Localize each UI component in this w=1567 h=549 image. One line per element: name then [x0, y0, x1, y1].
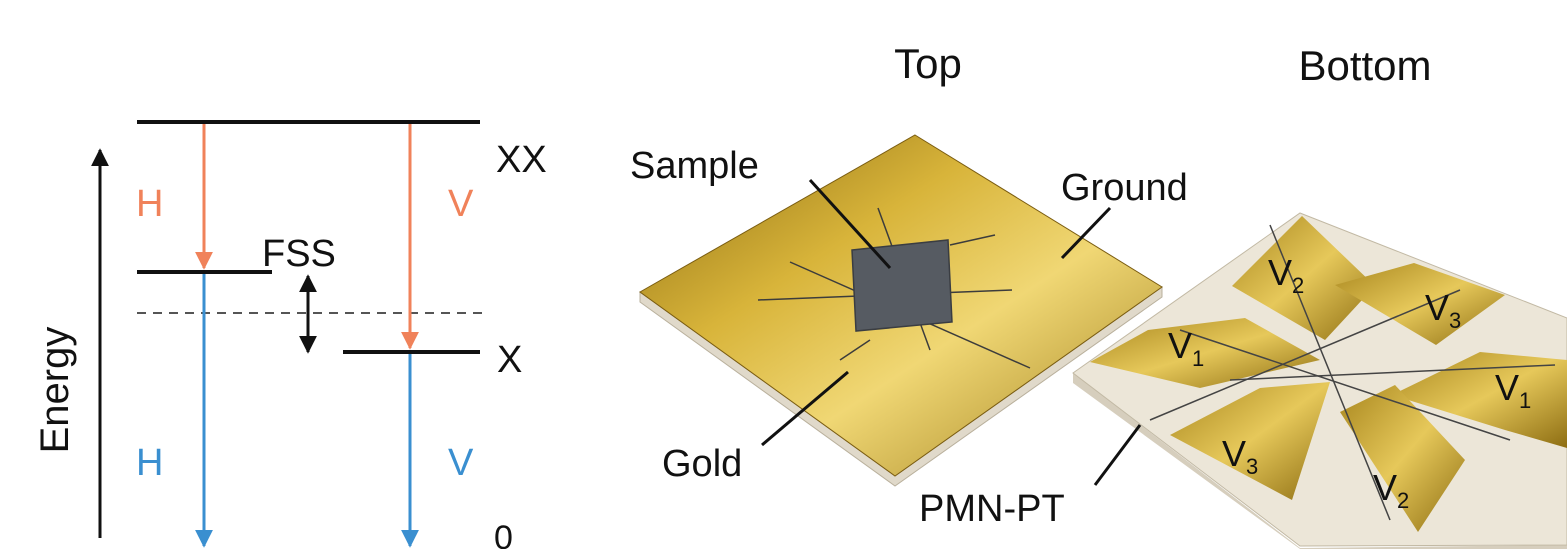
sample-leader-line: [808, 178, 892, 270]
fss-label: FSS: [262, 233, 336, 275]
electrode-label: V3: [1222, 433, 1258, 479]
x-level-label: X: [497, 339, 522, 381]
v-upper-label: V: [448, 183, 474, 225]
xx-level-label: XX: [496, 139, 547, 181]
electrode-label: V1: [1495, 367, 1531, 413]
bottom-heading: Bottom: [1298, 42, 1431, 89]
energy-level-diagram: Energy XX X FSS H V H V 0: [33, 120, 547, 549]
top-device-view: Top Sample Ground Gold: [630, 40, 1188, 487]
pmn-pt-leader-line: [1093, 424, 1142, 486]
pmn-pt-callout-label: PMN-PT: [919, 488, 1065, 530]
electrode-label: V2: [1268, 252, 1304, 298]
electrode-v1-left: [1090, 318, 1320, 388]
electrode-v2-upper: [1232, 216, 1375, 340]
electrode-pads: [1090, 216, 1567, 532]
ground-leader-line: [1060, 206, 1112, 260]
gold-callout-label: Gold: [662, 443, 742, 485]
h-upper-label: H: [136, 183, 163, 225]
electrode-v1-right: [1392, 352, 1567, 448]
electrode-label: V1: [1168, 325, 1204, 371]
electrode-v3-lower: [1170, 382, 1330, 500]
electrode-label: V3: [1425, 287, 1461, 333]
sample-chip: [851, 239, 953, 332]
ground-callout-label: Ground: [1061, 167, 1188, 209]
ground-level-label: 0: [494, 519, 513, 549]
electrode-label: V2: [1373, 467, 1409, 513]
v-lower-label: V: [448, 442, 474, 484]
electrode-v3-upper: [1335, 263, 1505, 345]
electrode-v2-lower: [1340, 385, 1465, 532]
bottom-wires: [1149, 224, 1556, 521]
sample-callout-label: Sample: [630, 145, 759, 187]
h-lower-label: H: [136, 442, 163, 484]
bottom-device-view: Bottom V2 V3 V1 V1 V3 V2 PMN-PT: [919, 42, 1567, 549]
energy-axis-label: Energy: [33, 327, 77, 454]
top-heading: Top: [894, 40, 962, 87]
gold-leader-line: [761, 370, 849, 447]
electrode-labels: V2 V3 V1 V1 V3 V2: [1168, 252, 1531, 513]
